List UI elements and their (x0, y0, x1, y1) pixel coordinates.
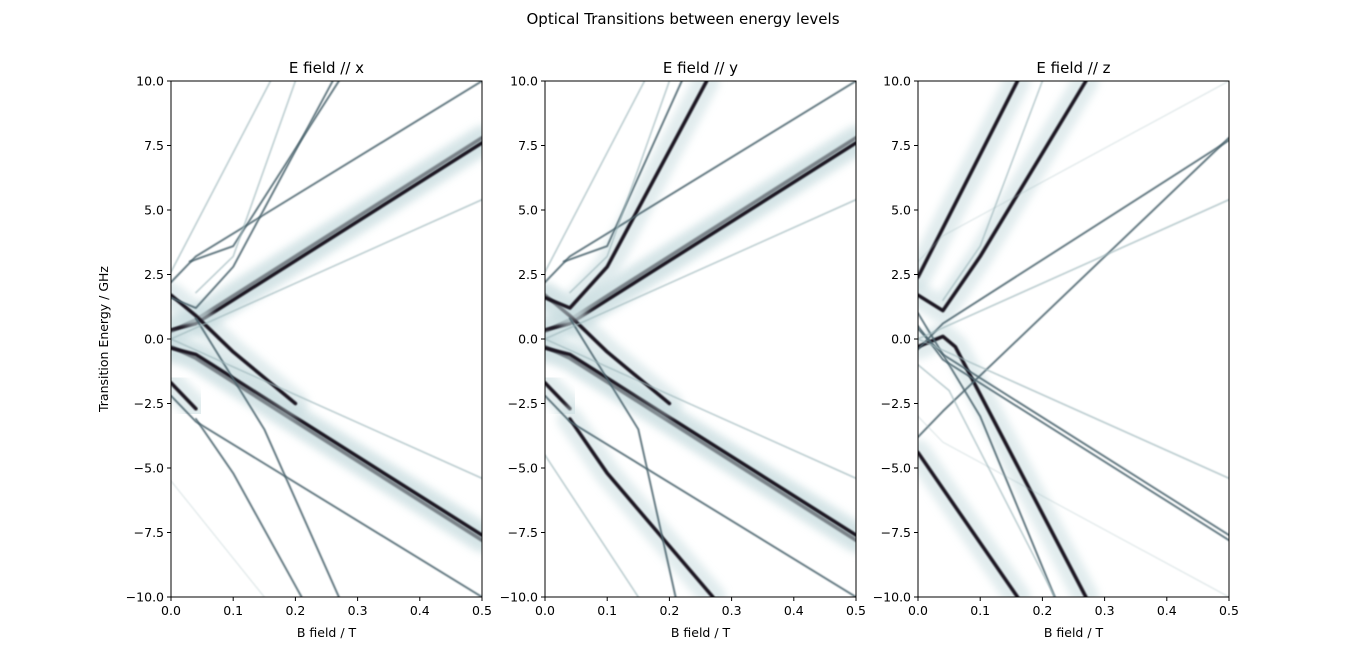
y-tick-label: −7.5 (134, 525, 164, 540)
transition-line-12 (195, 317, 340, 597)
x-tick-label: 0.1 (970, 603, 990, 618)
x-tick-label: 0.1 (597, 603, 617, 618)
transition-line-8 (195, 418, 303, 597)
transition-line-11 (942, 81, 1044, 301)
y-tick-label: −5.0 (134, 461, 164, 476)
transition-line-7 (545, 81, 709, 310)
y-tick-label: −5.0 (508, 461, 538, 476)
transition-line-10 (545, 394, 856, 597)
transition-line-17 (545, 454, 639, 597)
y-tick-label: −10.0 (126, 590, 164, 605)
transition-line-4 (918, 450, 1020, 597)
y-tick-label: 7.5 (891, 138, 911, 153)
transition-line-4 (171, 346, 482, 537)
y-tick-label: 5.0 (518, 203, 538, 218)
subplot-2: 0.0 0.1 0.2 0.3 0.4 0.5 −10.0 −7.5 −5.0 −2.5 0.0 2.… (500, 59, 866, 640)
y-tick-label: −5.0 (881, 461, 911, 476)
transition-line-12 (569, 317, 677, 597)
subplot-title: E field // x (289, 59, 364, 77)
transition-lines (171, 81, 482, 597)
x-tick-label: 0.4 (784, 603, 804, 618)
x-tick-label: 0.3 (348, 603, 368, 618)
y-tick-label: −2.5 (508, 396, 538, 411)
y-tick-label: 7.5 (518, 138, 538, 153)
subplot-title: E field // y (663, 59, 738, 77)
transition-lines (545, 81, 856, 597)
x-tick-label: 0.3 (722, 603, 742, 618)
y-axis-label: Transition Energy / GHz (96, 266, 111, 413)
y-tick-label: 10.0 (136, 74, 164, 89)
x-tick-label: 0.4 (1157, 603, 1177, 618)
y-tick-label: −2.5 (881, 396, 911, 411)
y-tick-label: 0.0 (518, 332, 538, 347)
transition-line-13 (545, 81, 646, 273)
y-tick-label: 5.0 (144, 203, 164, 218)
transition-line-16 (545, 199, 856, 340)
x-tick-label: 0.0 (908, 603, 928, 618)
transition-line-8 (568, 417, 715, 597)
subplot-title: E field // z (1036, 59, 1110, 77)
transition-line-10 (171, 394, 482, 597)
transition-lines (918, 81, 1229, 597)
x-tick-label: 0.0 (535, 603, 555, 618)
y-tick-label: 10.0 (510, 74, 538, 89)
x-tick-label: 0.3 (1095, 603, 1115, 618)
transition-line-5 (918, 136, 1229, 438)
figure-title: Optical Transitions between energy level… (526, 10, 840, 28)
transition-line-4 (545, 346, 856, 537)
transition-line-8 (918, 325, 1229, 542)
transition-line-15 (171, 338, 482, 479)
y-tick-label: −7.5 (508, 525, 538, 540)
x-axis-label: B field / T (297, 625, 357, 640)
transition-line-11 (562, 81, 683, 263)
transition-line-6 (918, 139, 1229, 351)
transition-line-14 (918, 81, 1229, 263)
x-tick-label: 0.2 (285, 603, 305, 618)
y-tick-label: 5.0 (891, 203, 911, 218)
subplot-3: 0.0 0.1 0.2 0.3 0.4 0.5 −10.0 −7.5 −5.0 −2.5 0.0 2.… (873, 59, 1239, 640)
transition-line-5 (171, 293, 298, 406)
transition-line-6 (545, 381, 572, 411)
transition-line-13 (171, 81, 272, 273)
y-tick-label: 2.5 (518, 267, 538, 282)
transition-line-9 (545, 81, 856, 284)
x-tick-label: 0.0 (161, 603, 181, 618)
transition-line-16 (171, 199, 482, 340)
transition-line-10 (918, 364, 1056, 597)
x-tick-label: 0.5 (1219, 603, 1239, 618)
y-tick-label: −2.5 (134, 396, 164, 411)
x-tick-label: 0.1 (223, 603, 243, 618)
y-tick-label: −10.0 (873, 590, 911, 605)
y-tick-label: 2.5 (891, 267, 911, 282)
transition-line-7 (171, 81, 334, 309)
y-tick-label: 10.0 (883, 74, 911, 89)
subplot-1: 0.0 0.1 0.2 0.3 0.4 0.5 −10.0 −7.5 −5.0 −2.5 0.0 2.… (96, 59, 492, 640)
x-tick-label: 0.4 (410, 603, 430, 618)
transition-line-9 (171, 81, 482, 284)
x-tick-label: 0.2 (659, 603, 679, 618)
transition-line-12 (918, 199, 1229, 340)
transition-line-6 (171, 381, 198, 411)
y-tick-label: 0.0 (144, 332, 164, 347)
x-tick-label: 0.5 (846, 603, 866, 618)
x-tick-label: 0.2 (1032, 603, 1052, 618)
y-tick-label: −7.5 (881, 525, 911, 540)
x-axis-label: B field / T (1044, 625, 1104, 640)
transition-line-11 (188, 81, 340, 263)
y-tick-label: −10.0 (500, 590, 538, 605)
transition-line-15 (545, 338, 856, 479)
y-tick-label: 0.0 (891, 332, 911, 347)
x-tick-label: 0.5 (472, 603, 492, 618)
y-tick-label: 7.5 (144, 138, 164, 153)
transition-line-15 (918, 415, 1229, 597)
x-axis-label: B field / T (671, 625, 731, 640)
transition-line-17 (171, 480, 265, 597)
transition-line-13 (918, 338, 1229, 479)
y-tick-label: 2.5 (144, 267, 164, 282)
transition-line-14 (569, 81, 671, 294)
transition-line-2 (918, 81, 1088, 313)
transition-line-14 (195, 81, 297, 294)
